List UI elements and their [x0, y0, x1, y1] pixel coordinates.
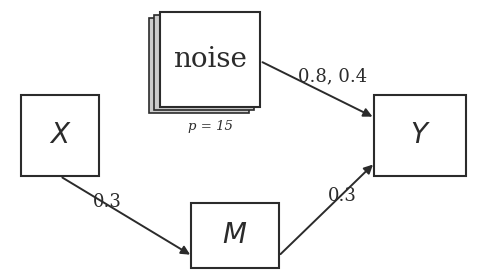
Bar: [191, 203, 278, 268]
Bar: [154, 15, 254, 110]
Text: $Y$: $Y$: [410, 122, 430, 149]
Text: noise: noise: [173, 46, 247, 73]
Bar: [21, 95, 99, 176]
Bar: [160, 12, 260, 107]
Bar: [149, 18, 249, 113]
Text: 0.3: 0.3: [328, 188, 357, 205]
Text: $M$: $M$: [222, 222, 248, 249]
Text: $X$: $X$: [48, 122, 72, 149]
Text: 0.3: 0.3: [93, 193, 122, 211]
Bar: [374, 95, 466, 176]
Text: 0.8, 0.4: 0.8, 0.4: [298, 67, 367, 85]
Text: p = 15: p = 15: [188, 120, 232, 133]
